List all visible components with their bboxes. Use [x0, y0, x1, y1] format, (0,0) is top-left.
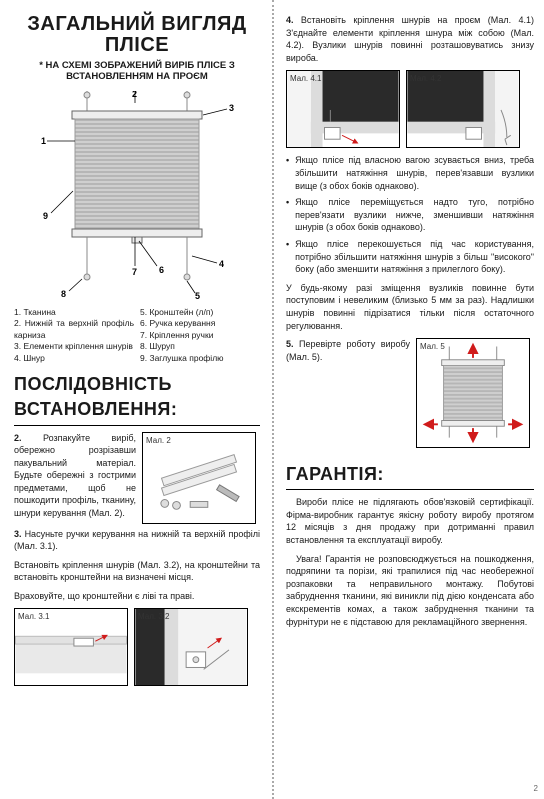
legend: 1. Тканина 2. Нижній та верхній профіль …	[14, 307, 260, 364]
figure-row-3: Мал. 3.1 Мал. 3.2	[14, 608, 260, 686]
svg-text:2: 2	[132, 91, 137, 99]
step-text: Насуньте ручки керування на нижній та ве…	[14, 529, 260, 552]
legend-item: 3. Елементи кріплення шнурів	[14, 341, 134, 352]
bullet-text: Якщо плісе перекошується під час користу…	[295, 238, 534, 276]
svg-text:9: 9	[43, 211, 48, 221]
bullet-text: Якщо плісе під власною вагою зсувається …	[295, 154, 534, 192]
legend-item: 1. Тканина	[14, 307, 134, 318]
figure-row-4: Мал. 4.1 Мал. 4.2	[286, 70, 534, 148]
warranty-title: ГАРАНТІЯ:	[286, 462, 534, 490]
svg-text:6: 6	[159, 265, 164, 275]
legend-item: 6. Ручка керування	[140, 318, 260, 329]
subtitle: * НА СХЕМІ ЗОБРАЖЕНИЙ ВИРІБ ПЛІСЕ З ВСТА…	[14, 60, 260, 83]
svg-text:8: 8	[61, 289, 66, 299]
figure-caption: Мал. 4.1	[290, 73, 321, 84]
legend-item: 2. Нижній та верхній профіль карниза	[14, 318, 134, 341]
warranty-p2: Увага! Гарантія не розповсюджується на п…	[286, 553, 534, 629]
step-2: Мал. 2 2. Розпакуйте виріб, обережно роз…	[14, 432, 260, 528]
svg-text:5: 5	[195, 291, 200, 301]
main-diagram: 1 2 3 4 5 6 7 8 9	[14, 91, 260, 301]
step-3b: Встановіть кріплення шнурів (Мал. 3.2), …	[14, 559, 260, 584]
legend-item: 7. Кріплення ручки	[140, 330, 260, 341]
bullet-text: Якщо плісе переміщується надто туго, пот…	[295, 196, 534, 234]
main-title: ЗАГАЛЬНИЙ ВИГЛЯД ПЛІСЕ	[14, 14, 260, 56]
legend-item: 4. Шнур	[14, 353, 134, 364]
figure-caption: Мал. 4.2	[410, 73, 441, 84]
right-column: 4. Встановіть кріплення шнурів на проєм …	[272, 0, 544, 799]
svg-text:4: 4	[219, 259, 224, 269]
figure-caption: Мал. 3.2	[138, 611, 169, 622]
figure-mal5: Мал. 5	[416, 338, 530, 448]
legend-item: 8. Шуруп	[140, 341, 260, 352]
troubleshoot-list: Якщо плісе під власною вагою зсувається …	[286, 154, 534, 275]
figure-caption: Мал. 3.1	[18, 611, 49, 622]
step-num: 5.	[286, 339, 294, 349]
figure-mal32: Мал. 3.2	[134, 608, 248, 686]
step-text: Розпакуйте виріб, обережно розрізавши па…	[14, 433, 136, 519]
install-sequence-title: ПОСЛІДОВНІСТЬ ВСТАНОВЛЕННЯ:	[14, 372, 260, 425]
step-3c: Враховуйте, що кронштейни є ліві та прав…	[14, 590, 260, 603]
step-num: 3.	[14, 529, 22, 539]
step-4: 4. Встановіть кріплення шнурів на проєм …	[286, 14, 534, 64]
warranty-p1: Вироби плісе не підлягають обов'язковій …	[286, 496, 534, 546]
legend-item: 5. Кронштейн (л/п)	[140, 307, 260, 318]
figure-caption: Мал. 2	[146, 435, 171, 446]
figure-mal2: Мал. 2	[142, 432, 256, 524]
step-text: Встановіть кріплення шнурів на проєм (Ма…	[286, 15, 534, 63]
summary-text: У будь-якому разі зміщення вузликів пови…	[286, 282, 534, 332]
step-num: 4.	[286, 15, 294, 25]
step-3: 3. Насуньте ручки керування на нижній та…	[14, 528, 260, 553]
figure-caption: Мал. 5	[420, 341, 445, 352]
step-num: 2.	[14, 433, 22, 443]
svg-text:7: 7	[132, 267, 137, 277]
figure-mal31: Мал. 3.1	[14, 608, 128, 686]
step-5: Мал. 5	[286, 338, 534, 454]
svg-text:1: 1	[41, 136, 46, 146]
figure-mal41: Мал. 4.1	[286, 70, 400, 148]
legend-item: 9. Заглушка профілю	[140, 353, 260, 364]
step-text: Перевірте роботу виробу (Мал. 5).	[286, 339, 410, 362]
page-number: 2	[534, 784, 538, 793]
left-column: ЗАГАЛЬНИЙ ВИГЛЯД ПЛІСЕ * НА СХЕМІ ЗОБРАЖ…	[0, 0, 272, 799]
svg-text:3: 3	[229, 103, 234, 113]
figure-mal42: Мал. 4.2	[406, 70, 520, 148]
